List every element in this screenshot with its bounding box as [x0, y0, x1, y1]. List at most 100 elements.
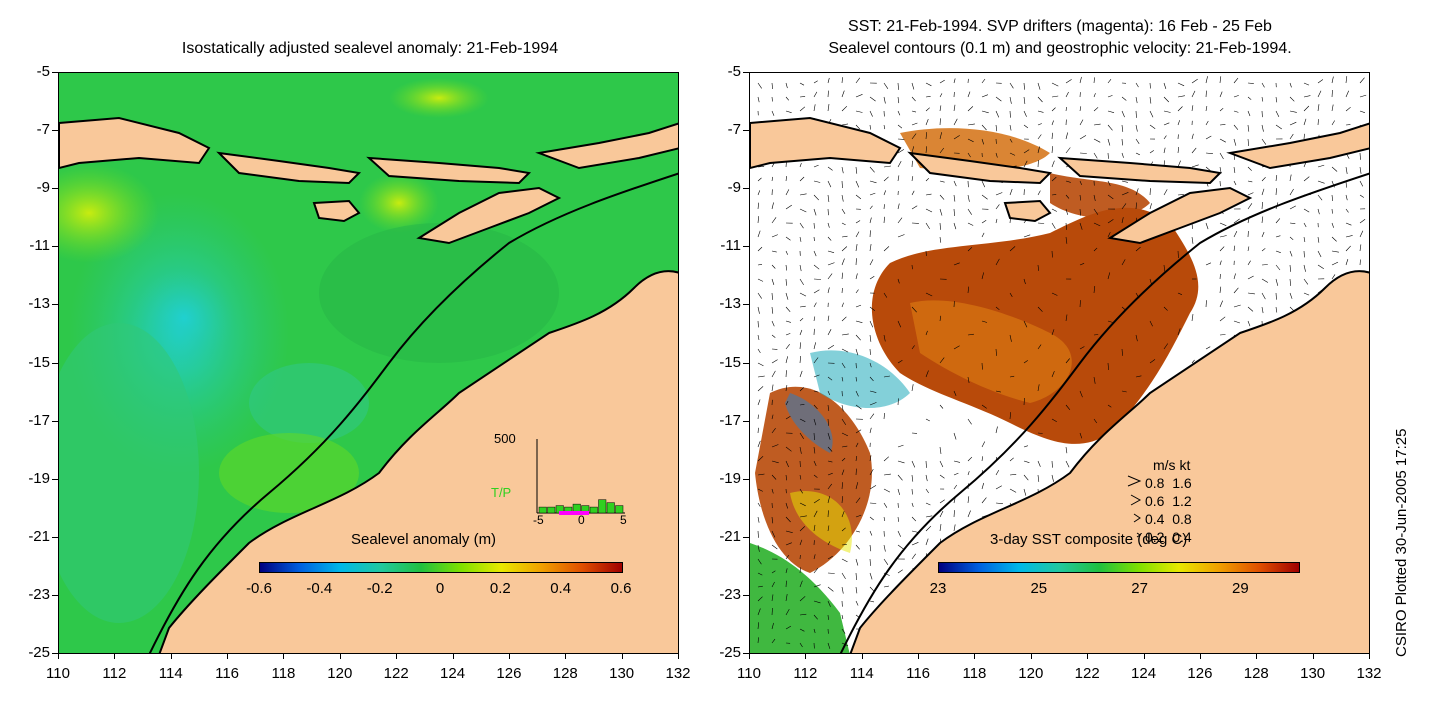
right-xtick-label: 110 — [729, 665, 769, 682]
right-ytick-label: -21 — [697, 528, 741, 545]
left-xtick-mark — [509, 653, 510, 659]
velocity-legend-row-1: 0.6 1.2 — [1145, 493, 1192, 509]
left-xtick-mark — [58, 653, 59, 659]
right-ytick-label: -7 — [697, 121, 741, 138]
right-ytick-mark — [743, 72, 749, 73]
right-xtick-mark — [918, 653, 919, 659]
right-ytick-label: -19 — [697, 470, 741, 487]
left-ytick-mark — [52, 72, 58, 73]
right-xtick-label: 128 — [1236, 665, 1276, 682]
right-ytick-label: -13 — [697, 295, 741, 312]
right-xtick-mark — [1313, 653, 1314, 659]
left-ytick-label: -11 — [6, 237, 50, 254]
right-cbar-tick-label: 27 — [1120, 580, 1160, 597]
right-ytick-label: -5 — [697, 63, 741, 80]
right-ytick-label: -17 — [697, 412, 741, 429]
left-ytick-label: -25 — [6, 644, 50, 661]
left-xtick-mark — [396, 653, 397, 659]
left-colorbar-label: Sealevel anomaly (m) — [351, 531, 496, 548]
left-map[interactable]: 500 T/P -5 0 5 Sealevel anomaly (m) -0.6… — [58, 72, 679, 654]
left-cbar-tick-label: -0.2 — [360, 580, 400, 597]
inset-bar — [607, 503, 615, 513]
left-xtick-label: 118 — [263, 665, 303, 682]
left-xtick-mark — [678, 653, 679, 659]
right-xtick-mark — [1369, 653, 1370, 659]
right-ytick-mark — [743, 188, 749, 189]
right-xtick-mark — [805, 653, 806, 659]
velocity-legend-row-2: 0.4 0.8 — [1145, 511, 1192, 527]
right-ytick-mark — [743, 246, 749, 247]
right-panel-title-line2: Sealevel contours (0.1 m) and geostrophi… — [750, 40, 1370, 58]
right-ytick-mark — [743, 421, 749, 422]
left-cbar-tick-label: 0 — [420, 580, 460, 597]
left-xtick-mark — [622, 653, 623, 659]
left-ytick-mark — [52, 537, 58, 538]
left-ytick-mark — [52, 188, 58, 189]
right-xtick-mark — [974, 653, 975, 659]
left-xtick-label: 122 — [376, 665, 416, 682]
right-cbar-tick-label: 25 — [1019, 580, 1059, 597]
right-ytick-mark — [743, 479, 749, 480]
right-ytick-label: -9 — [697, 179, 741, 196]
right-xtick-label: 126 — [1180, 665, 1220, 682]
left-colorbar — [259, 562, 623, 573]
right-panel-title-line1: SST: 21-Feb-1994. SVP drifters (magenta)… — [750, 18, 1370, 36]
right-ytick-mark — [743, 595, 749, 596]
left-ytick-mark — [52, 595, 58, 596]
left-xtick-label: 130 — [602, 665, 642, 682]
right-ytick-label: -11 — [697, 237, 741, 254]
left-xtick-label: 132 — [658, 665, 698, 682]
right-xtick-mark — [1144, 653, 1145, 659]
velocity-legend-row-0: 0.8 1.6 — [1145, 475, 1192, 491]
left-cbar-tick-label: 0.2 — [480, 580, 520, 597]
left-cbar-tick-label: -0.6 — [239, 580, 279, 597]
left-cbar-tick-label: 0.6 — [601, 580, 641, 597]
left-xtick-mark — [453, 653, 454, 659]
left-panel-title: Isostatically adjusted sealevel anomaly:… — [60, 40, 680, 58]
left-xtick-mark — [227, 653, 228, 659]
right-xtick-mark — [862, 653, 863, 659]
left-ytick-label: -15 — [6, 354, 50, 371]
right-ytick-mark — [743, 304, 749, 305]
right-xtick-label: 116 — [898, 665, 938, 682]
inset-xtick-1: 0 — [578, 513, 585, 527]
right-xtick-label: 130 — [1293, 665, 1333, 682]
velocity-legend-header: m/s kt — [1153, 457, 1190, 473]
left-ytick-label: -21 — [6, 528, 50, 545]
right-xtick-mark — [749, 653, 750, 659]
left-ytick-label: -23 — [6, 586, 50, 603]
right-xtick-mark — [1200, 653, 1201, 659]
right-cbar-tick-label: 23 — [918, 580, 958, 597]
right-colorbar-label: 3-day SST composite (deg C) — [990, 531, 1187, 548]
left-ytick-label: -19 — [6, 470, 50, 487]
right-xtick-label: 114 — [842, 665, 882, 682]
left-xtick-label: 116 — [207, 665, 247, 682]
right-ytick-mark — [743, 537, 749, 538]
left-xtick-label: 128 — [545, 665, 585, 682]
right-ytick-mark — [743, 363, 749, 364]
left-ytick-mark — [52, 246, 58, 247]
right-xtick-label: 112 — [785, 665, 825, 682]
right-ytick-label: -15 — [697, 354, 741, 371]
right-map[interactable]: m/s kt 0.8 1.6 0.6 1.2 0.4 0.8 0.2 0.4 3… — [749, 72, 1370, 654]
right-colorbar — [938, 562, 1300, 573]
right-xtick-label: 124 — [1124, 665, 1164, 682]
right-cbar-tick-label: 29 — [1220, 580, 1260, 597]
left-ytick-mark — [52, 421, 58, 422]
left-xtick-label: 120 — [320, 665, 360, 682]
left-ytick-label: -17 — [6, 412, 50, 429]
left-xtick-label: 114 — [151, 665, 191, 682]
right-xtick-mark — [1256, 653, 1257, 659]
left-ytick-label: -5 — [6, 63, 50, 80]
left-ytick-label: -13 — [6, 295, 50, 312]
credit-text: CSIRO Plotted 30-Jun-2005 17:25 — [1393, 429, 1410, 657]
left-xtick-mark — [283, 653, 284, 659]
right-xtick-label: 132 — [1349, 665, 1389, 682]
left-xtick-mark — [114, 653, 115, 659]
right-ytick-label: -23 — [697, 586, 741, 603]
left-xtick-label: 124 — [433, 665, 473, 682]
left-cbar-tick-label: -0.4 — [299, 580, 339, 597]
right-xtick-mark — [1031, 653, 1032, 659]
right-xtick-label: 118 — [954, 665, 994, 682]
inset-ymax: 500 — [494, 431, 516, 446]
